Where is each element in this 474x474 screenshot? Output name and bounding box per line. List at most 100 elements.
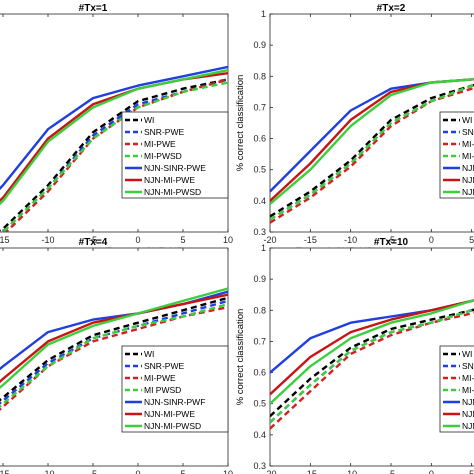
x-tick-label: 0	[429, 469, 434, 474]
x-tick-label: 0	[135, 469, 140, 474]
legend-label: MI-PWE	[462, 373, 474, 383]
plot-area	[0, 65, 228, 232]
chart-title: #Tx=10	[374, 237, 409, 248]
legend-label: NJN-SI	[462, 397, 474, 407]
legend-label: SNR-PWE	[462, 127, 474, 137]
y-tick-label: 0.4	[253, 196, 266, 206]
series-line-4	[270, 83, 474, 221]
series-line-4	[0, 81, 228, 232]
legend-label: NJN-MI	[462, 175, 474, 185]
legend-label: MI PWSD	[144, 385, 181, 395]
legend-label: WI	[144, 349, 154, 359]
x-tick-label: 0	[429, 235, 434, 245]
series-line-1	[0, 78, 228, 232]
legend-label: NJN-MI-PWE	[144, 409, 195, 419]
x-tick-label: -20	[263, 469, 276, 474]
plot-area	[270, 77, 474, 224]
y-tick-label: 0.8	[253, 71, 266, 81]
y-tick-label: 1	[261, 9, 266, 19]
legend-label: MI-PWSD	[144, 151, 182, 161]
series-line-3	[270, 311, 474, 430]
x-tick-label: -10	[344, 469, 357, 474]
series-line-3	[270, 86, 474, 224]
y-tick-label: 0.9	[253, 40, 266, 50]
y-tick-label: 0.7	[253, 336, 266, 346]
legend-label: MI-PWE	[462, 139, 474, 149]
y-tick-label: 0.5	[253, 399, 266, 409]
series-line-7	[270, 77, 474, 205]
series-line-7	[0, 68, 228, 206]
x-tick-label: 10	[223, 235, 233, 245]
x-tick-label: 5	[469, 469, 474, 474]
legend-label: MI-PWE	[144, 139, 176, 149]
y-tick-label: 0.6	[253, 134, 266, 144]
legend-label: MI-PWS	[462, 385, 474, 395]
legend-label: MI-PWSD	[462, 151, 474, 161]
x-tick-label: -5	[387, 469, 395, 474]
legend-label: NJN-MI-PWE	[144, 175, 195, 185]
x-tick-label: 10	[223, 469, 233, 474]
series-line-2	[0, 299, 228, 405]
x-tick-label: -20	[263, 235, 276, 245]
chart-panel-2: #Tx=2-20-15-10-505Transmit-SNR (dB)0.30.…	[235, 3, 474, 257]
chart-title: #Tx=4	[79, 237, 108, 248]
chart-panel-3: #Tx=4-15-10-50510Transmit-SNR (dB)WISNR-…	[0, 237, 233, 474]
x-tick-label: -5	[89, 235, 97, 245]
x-tick-label: 0	[135, 235, 140, 245]
series-line-7	[270, 298, 474, 405]
legend-label: MI-PWE	[144, 373, 176, 383]
legend-label: SNR-PW	[462, 361, 474, 371]
legend-label: NJN-SINR-PWE	[144, 163, 206, 173]
x-tick-label: 5	[180, 235, 185, 245]
chart-title: #Tx=2	[377, 3, 406, 14]
legend-label: NJN-MI	[462, 409, 474, 419]
legend-label: NJN-MI	[462, 187, 474, 197]
y-tick-label: 0.4	[253, 430, 266, 440]
series-line-6	[0, 293, 228, 384]
legend-label: NJN-MI	[462, 421, 474, 431]
x-tick-label: -15	[304, 469, 317, 474]
x-tick-label: -10	[41, 235, 54, 245]
series-line-5	[0, 65, 228, 191]
legend-label: NJN-SI	[462, 163, 474, 173]
chart-panel-4: #Tx=10-20-15-10-505Transmit-SNR (dB)0.30…	[235, 237, 474, 474]
y-tick-label: 0.3	[253, 227, 266, 237]
legend-label: SNR-PWE	[144, 361, 184, 371]
legend-label: WI	[462, 115, 472, 125]
legend-box	[121, 111, 229, 199]
chart-panel-1: #Tx=1-15-10-50510Transmit-SNR (dB)WISNR-…	[0, 3, 233, 257]
x-tick-label: -10	[344, 235, 357, 245]
x-tick-label: 5	[469, 235, 474, 245]
series-line-7	[0, 287, 228, 390]
y-axis-label: % correct classification	[235, 309, 246, 406]
legend-label: NJN-MI-PWSD	[144, 187, 201, 197]
legend-label: WI	[144, 115, 154, 125]
y-tick-label: 1	[261, 243, 266, 253]
legend-label: WI	[462, 349, 472, 359]
plot-area	[270, 298, 474, 430]
y-axis-label: % correct classification	[235, 75, 246, 172]
y-tick-label: 0.7	[253, 102, 266, 112]
x-tick-label: -15	[0, 235, 10, 245]
legend-box	[121, 345, 229, 433]
series-line-4	[0, 302, 228, 408]
series-line-1	[0, 296, 228, 402]
series-line-4	[270, 308, 474, 424]
x-tick-label: -15	[304, 235, 317, 245]
plot-area	[0, 287, 228, 411]
chart-title: #Tx=1	[79, 3, 108, 14]
y-tick-label: 0.3	[253, 461, 266, 471]
x-tick-label: -10	[41, 469, 54, 474]
y-tick-label: 0.6	[253, 368, 266, 378]
x-tick-label: -5	[89, 469, 97, 474]
x-tick-label: -5	[387, 235, 395, 245]
x-tick-label: 5	[180, 469, 185, 474]
legend-label: NJN-MI-PWSD	[144, 421, 201, 431]
x-tick-label: -15	[0, 469, 10, 474]
y-tick-label: 0.8	[253, 305, 266, 315]
legend-label: SNR-PWE	[144, 127, 184, 137]
y-tick-label: 0.5	[253, 165, 266, 175]
y-tick-label: 0.9	[253, 274, 266, 284]
legend-label: NJN-SINR-PWF	[144, 397, 205, 407]
